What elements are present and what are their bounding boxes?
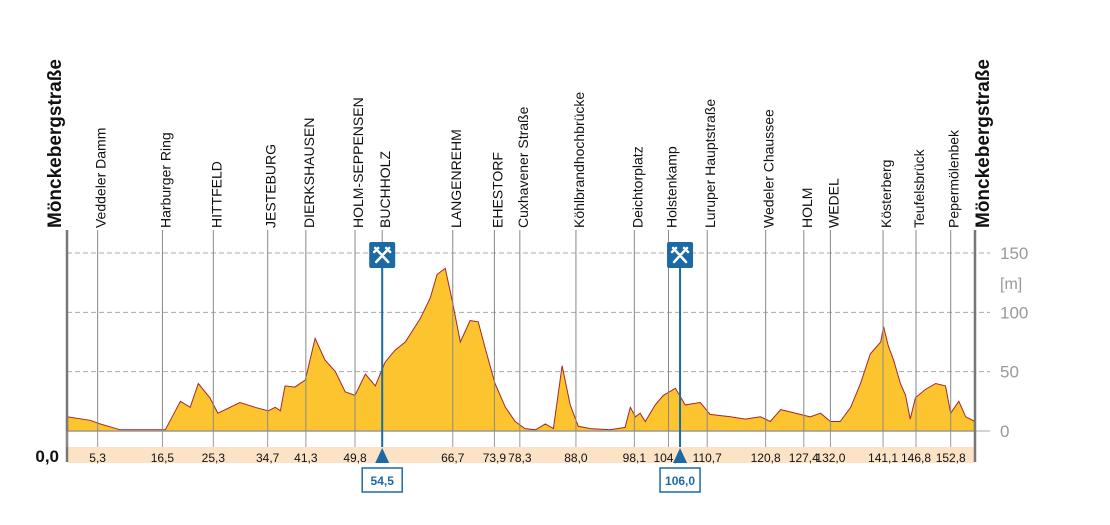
x-tick-label: 41,3 (294, 451, 318, 465)
place-label: HOLM-SEPPENSEN (350, 97, 366, 228)
place-label: BUCHHOLZ (377, 151, 393, 228)
food-icon (667, 242, 694, 268)
terminus-label: Mönckebergstraße (973, 59, 994, 228)
place-label: Kösterberg (878, 160, 894, 228)
place-label: Teufelsbrück (911, 148, 927, 228)
elevation-line (66, 267, 976, 431)
x-tick-label: 73,9 (483, 451, 507, 465)
place-label: Harburger Ring (157, 132, 173, 228)
marker-label: 54,5 (371, 474, 395, 488)
marker-box (361, 467, 403, 493)
x-tick-label: 146,8 (901, 451, 931, 465)
food-icon (369, 242, 396, 268)
place-label: EHESTORF (489, 152, 505, 228)
marker-label: 106,0 (665, 474, 695, 488)
y-tick-label: 50 (1000, 363, 1019, 382)
place-label: Veddeler Damm (93, 128, 109, 228)
place-label: Wedeler Chaussee (761, 109, 777, 228)
x-tick-label: 127,4 (789, 451, 819, 465)
food-icon-glyph (670, 246, 690, 264)
place-label: Holstenkamp (663, 146, 679, 228)
place-label: Cuxhavener Straße (515, 106, 531, 228)
x-tick-label: 25,3 (202, 451, 226, 465)
y-unit: [m] (1000, 276, 1022, 293)
y-tick-label: 0 (1000, 422, 1009, 441)
place-label: WEDEL (825, 178, 841, 228)
place-label: Luruper Hauptstraße (702, 99, 718, 228)
x-tick-label: 0,0 (35, 447, 59, 466)
place-label: Köhlbrandhochbrücke (571, 92, 587, 228)
x-tick-label: 98,1 (623, 451, 647, 465)
km-band (67, 447, 975, 463)
x-tick-label: 88,0 (564, 451, 588, 465)
place-label: Pepermölenbek (946, 129, 962, 228)
x-tick-label: 66,7 (441, 451, 465, 465)
food-icon-glyph (372, 246, 392, 264)
x-tick-label: 5,3 (89, 451, 106, 465)
x-tick-label: 152,8 (936, 451, 966, 465)
x-tick-label: 78,3 (508, 451, 532, 465)
place-label: LANGENREHM (448, 129, 464, 228)
x-tick-label: 16,5 (151, 451, 175, 465)
place-label: HOLM (799, 188, 815, 228)
x-tick-label: 110,7 (693, 451, 722, 465)
marker-box (659, 467, 701, 493)
place-label: DIERKSHAUSEN (301, 118, 317, 228)
terminus-label: Mönckebergstraße (45, 59, 66, 228)
x-tick-label: 120,8 (751, 451, 781, 465)
x-tick-label: 49,8 (343, 451, 367, 465)
x-tick-label: 34,7 (256, 451, 280, 465)
x-tick-label: 132,0 (815, 451, 845, 465)
elevation-area (67, 268, 975, 431)
place-label: JESTEBURG (263, 144, 279, 228)
marker-pointer (673, 448, 688, 463)
marker-pointer (375, 448, 390, 463)
place-label: Deichtorplatz (629, 146, 645, 228)
y-tick-label: 100 (1000, 303, 1028, 322)
x-tick-label: 141,1 (868, 451, 898, 465)
y-tick-label: 150 (1000, 244, 1028, 263)
place-label: HITTFELD (208, 161, 224, 228)
